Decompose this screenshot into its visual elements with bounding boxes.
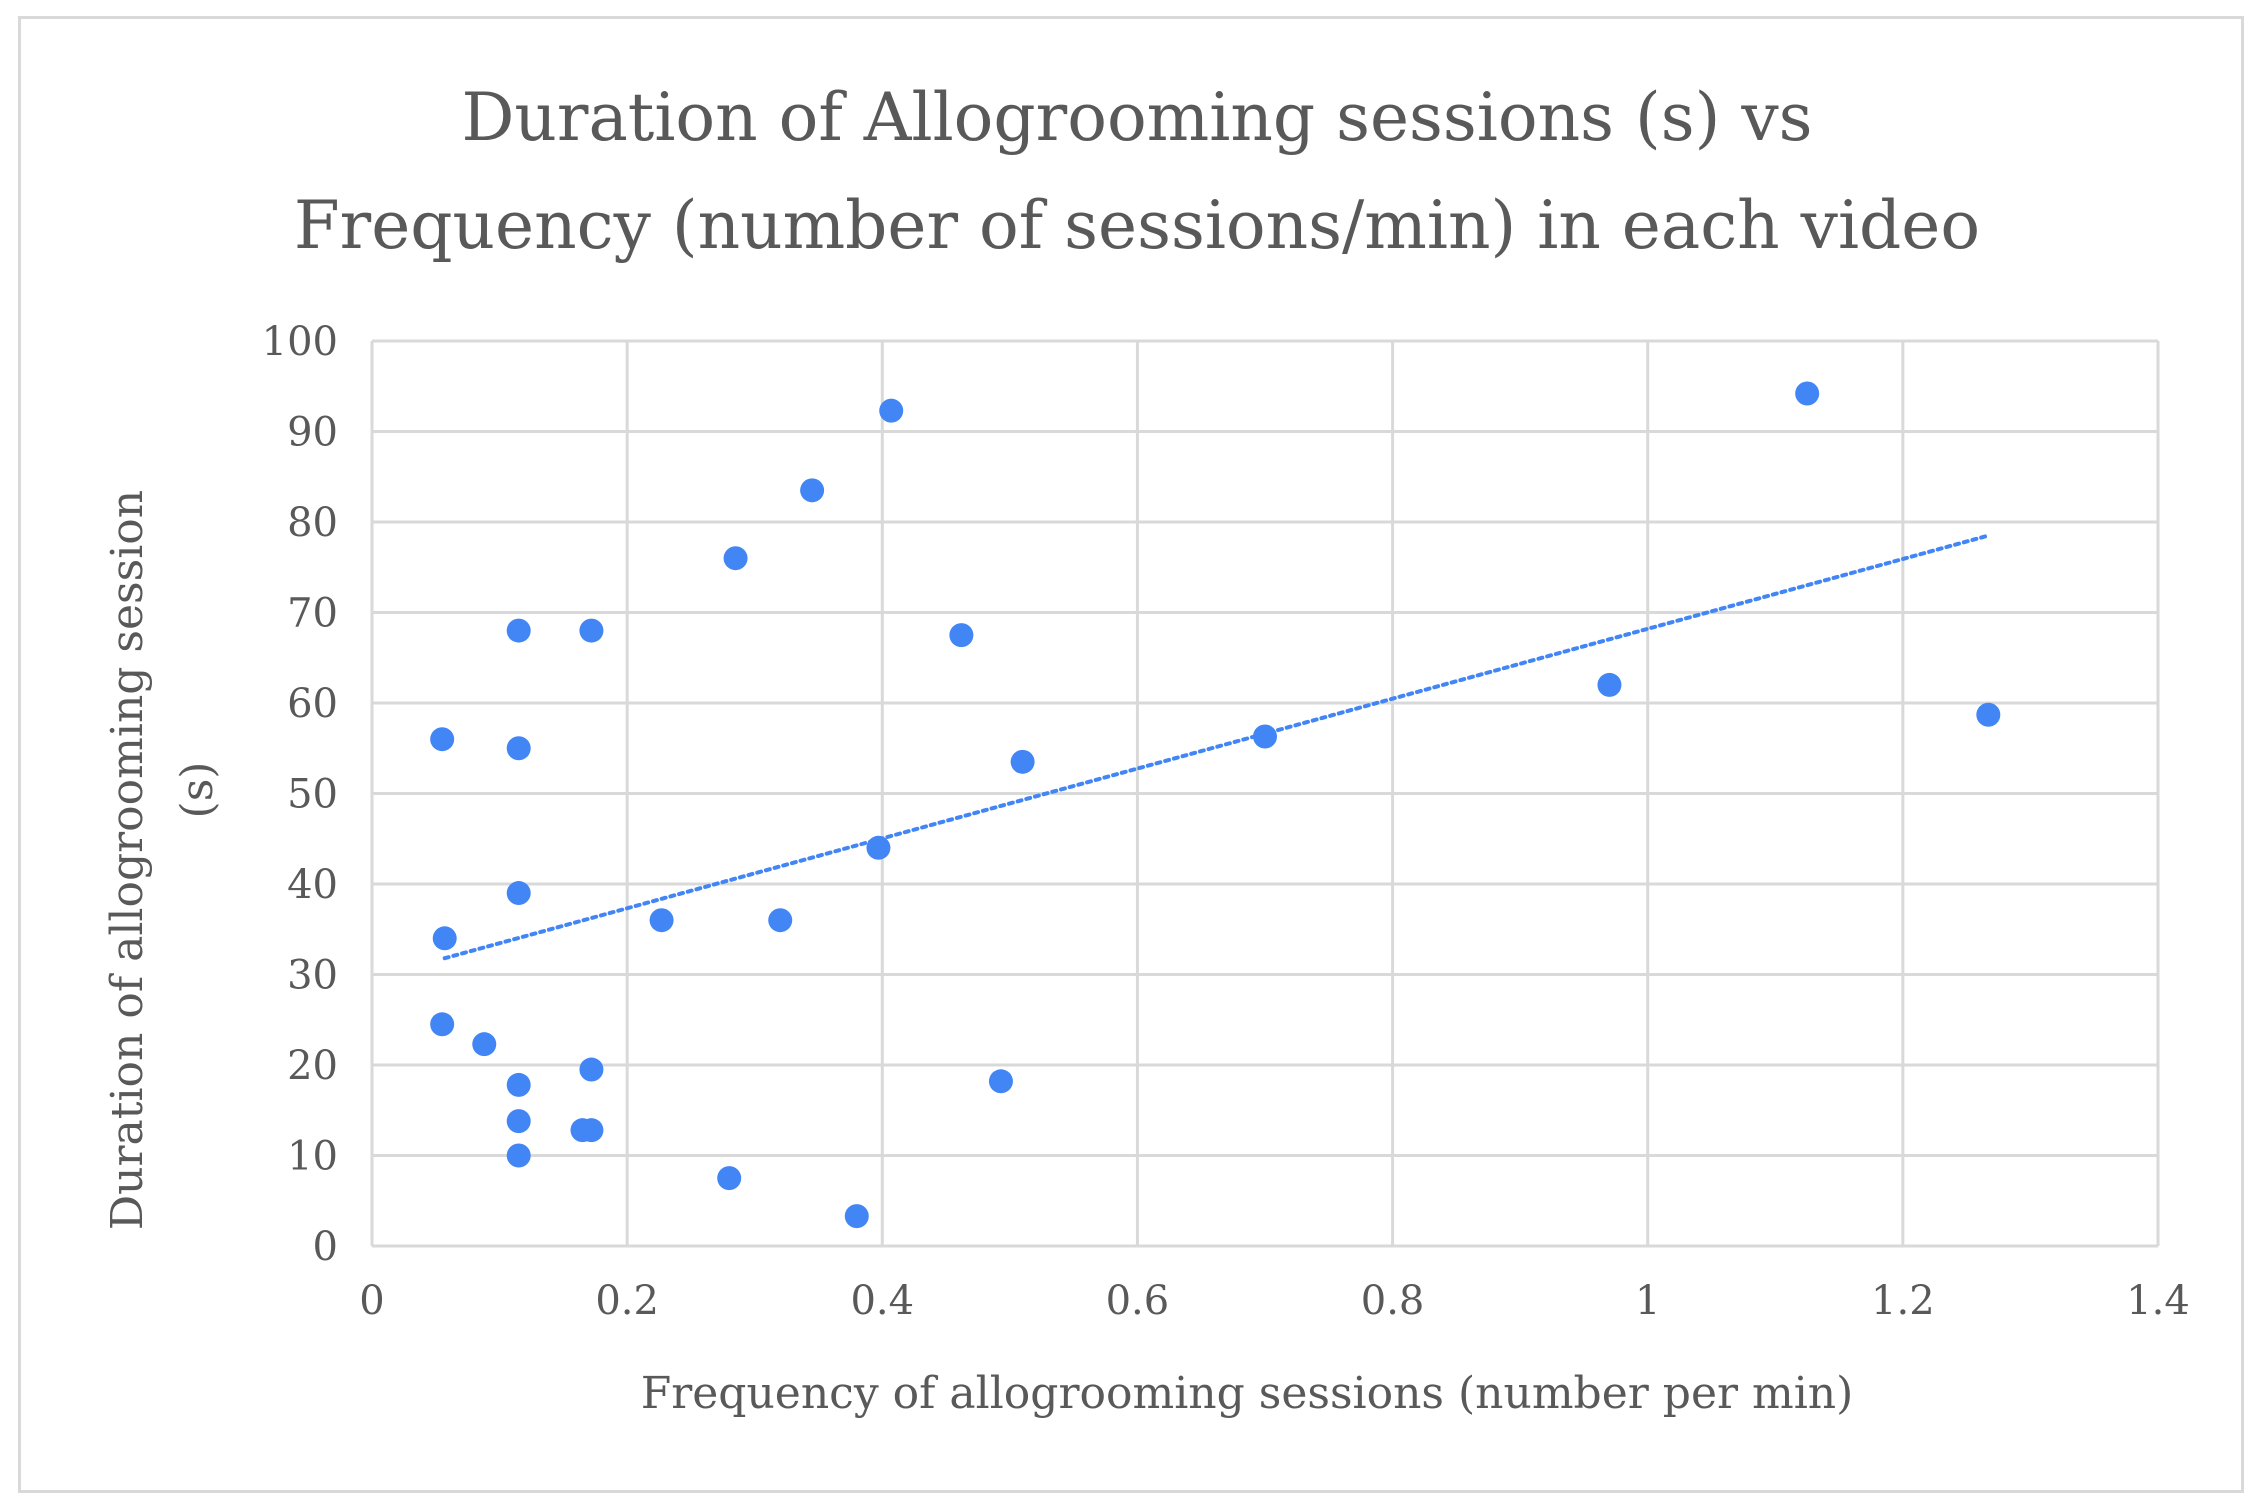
x-tick-label: 0.8 xyxy=(1361,1278,1425,1324)
data-point xyxy=(1010,749,1035,774)
data-point xyxy=(1795,381,1820,406)
data-point xyxy=(800,478,825,503)
x-tick-label: 1 xyxy=(1635,1278,1660,1324)
y-tick-label: 90 xyxy=(287,410,338,456)
data-point xyxy=(988,1069,1013,1094)
x-tick-label: 1.4 xyxy=(2126,1278,2190,1324)
x-tick-label: 0 xyxy=(359,1278,384,1324)
data-point xyxy=(949,623,974,648)
data-point xyxy=(430,727,455,752)
y-tick-label: 20 xyxy=(287,1043,338,1089)
data-point xyxy=(506,881,531,906)
data-point xyxy=(1597,672,1622,697)
data-point xyxy=(430,1012,455,1037)
y-tick-labels: 0 10 20 30 40 50 60 70 80 90 100 xyxy=(262,319,338,1270)
data-point xyxy=(879,398,904,423)
x-axis-label: Frequency of allogrooming sessions (numb… xyxy=(641,1368,1854,1419)
chart-title-line-2: Frequency (number of sessions/min) in ea… xyxy=(294,187,1980,264)
x-tick-label: 1.2 xyxy=(1871,1278,1935,1324)
data-point xyxy=(866,835,891,860)
data-point xyxy=(506,736,531,761)
y-tick-label: 50 xyxy=(287,772,338,818)
data-point xyxy=(506,1072,531,1097)
data-point xyxy=(472,1032,497,1057)
data-point xyxy=(506,1109,531,1134)
data-point xyxy=(717,1166,742,1191)
y-tick-label: 80 xyxy=(287,500,338,546)
data-point xyxy=(649,908,674,933)
y-tick-label: 60 xyxy=(287,681,338,727)
y-tick-label: 40 xyxy=(287,862,338,908)
trendline xyxy=(442,533,1991,961)
chart-title-line-1: Duration of Allogrooming sessions (s) vs xyxy=(461,79,1812,156)
y-tick-label: 70 xyxy=(287,591,338,637)
grid xyxy=(370,339,2160,1248)
y-tick-label: 10 xyxy=(287,1134,338,1180)
data-point xyxy=(579,1057,604,1082)
data-point xyxy=(723,546,748,571)
data-points xyxy=(430,381,2001,1229)
y-tick-label: 30 xyxy=(287,953,338,999)
x-tick-label: 0.2 xyxy=(595,1278,659,1324)
trendline-group xyxy=(442,533,1991,961)
y-tick-label: 100 xyxy=(262,319,338,365)
data-point xyxy=(844,1204,869,1229)
data-point xyxy=(506,1143,531,1168)
x-tick-label: 0.4 xyxy=(850,1278,914,1324)
data-point xyxy=(432,926,457,951)
data-point xyxy=(579,1118,604,1143)
x-tick-label: 0.6 xyxy=(1106,1278,1170,1324)
y-axis-label-line-2: (s) xyxy=(172,762,223,819)
data-point xyxy=(1253,724,1277,749)
y-tick-label: 0 xyxy=(313,1224,338,1270)
data-point xyxy=(768,908,793,933)
data-point xyxy=(506,618,531,643)
x-tick-labels: 0 0.2 0.4 0.6 0.8 1 1.2 1.4 xyxy=(359,1278,2190,1324)
data-point xyxy=(579,618,604,643)
y-axis-label: Duration of allogrooming session (s) xyxy=(102,490,223,1230)
data-point xyxy=(1976,702,2001,727)
y-axis-label-line-1: Duration of allogrooming session xyxy=(102,490,153,1230)
